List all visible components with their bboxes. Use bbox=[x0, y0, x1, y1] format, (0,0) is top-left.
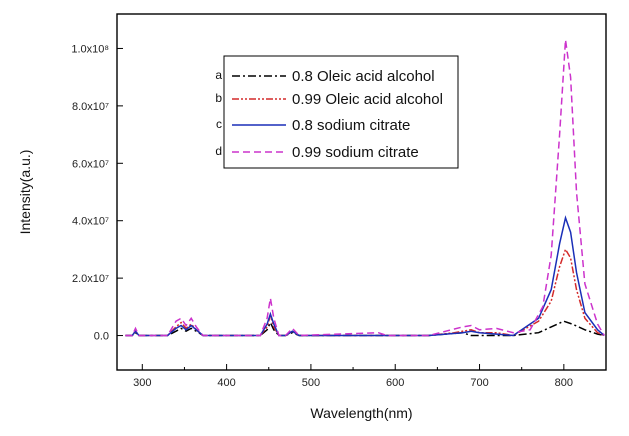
y-tick-label: 0.0 bbox=[94, 331, 109, 343]
x-axis: 300 400 500 600 700 800 bbox=[133, 364, 607, 389]
y-tick-label: 8.0x10⁷ bbox=[72, 101, 109, 113]
plot-frame bbox=[116, 13, 607, 371]
legend-label-b: 0.99 Oleic acid alcohol bbox=[292, 91, 443, 108]
series-b-line bbox=[125, 247, 605, 337]
y-tick-label: 1.0x10⁸ bbox=[71, 43, 109, 55]
plot-area bbox=[116, 13, 607, 371]
legend-letter-b: b bbox=[215, 91, 222, 105]
legend-label-a: 0.8 Oleic acid alcohol bbox=[292, 68, 435, 85]
x-tick-label: 300 bbox=[133, 377, 151, 389]
series-c-line bbox=[125, 215, 605, 337]
x-tick-label: 600 bbox=[386, 377, 404, 389]
y-tick-label: 4.0x10⁷ bbox=[72, 216, 109, 228]
series-a-line bbox=[125, 320, 605, 337]
x-axis-title: Wavelength(nm) bbox=[310, 405, 412, 421]
legend-letter-d: d bbox=[215, 144, 222, 158]
legend-box bbox=[223, 55, 459, 169]
series-d-line bbox=[125, 39, 605, 337]
x-tick-label: 700 bbox=[470, 377, 488, 389]
legend-letter-a: a bbox=[215, 68, 222, 82]
y-tick-label: 6.0x10⁷ bbox=[72, 158, 109, 170]
y-tick-label: 2.0x10⁷ bbox=[72, 273, 109, 285]
y-axis-title: Intensity(a.u.) bbox=[17, 150, 33, 235]
legend-label-d: 0.99 sodium citrate bbox=[292, 144, 419, 161]
legend: a 0.8 Oleic acid alcohol b 0.99 Oleic acid … bbox=[215, 55, 459, 169]
x-tick-label: 400 bbox=[217, 377, 235, 389]
series-layer bbox=[125, 39, 605, 337]
y-axis: 0.0 2.0x10⁷ 4.0x10⁷ 6.0x10⁷ 8.0x10⁷ 1.0x10⁸ bbox=[71, 43, 123, 343]
legend-letter-c: c bbox=[216, 117, 222, 131]
legend-label-c: 0.8 sodium citrate bbox=[292, 117, 410, 134]
x-tick-label: 800 bbox=[555, 377, 573, 389]
x-tick-label: 500 bbox=[302, 377, 320, 389]
